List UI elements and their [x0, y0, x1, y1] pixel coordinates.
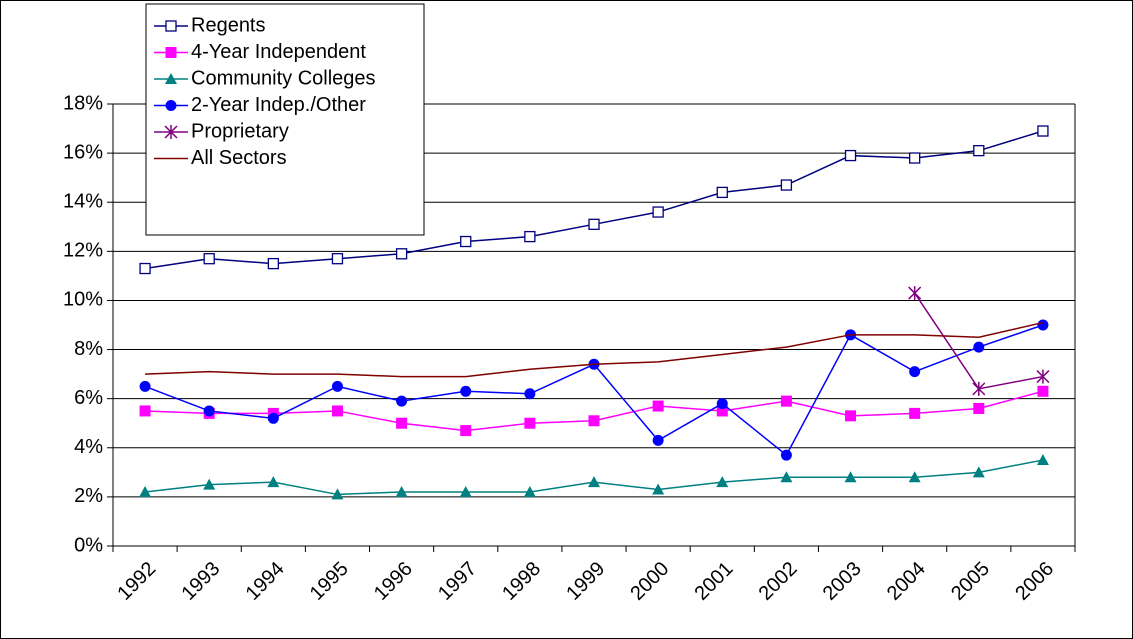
marker — [973, 402, 985, 414]
marker — [908, 286, 922, 301]
y-tick-label: 8% — [74, 338, 103, 360]
marker — [972, 466, 985, 478]
y-tick-label: 18% — [63, 92, 103, 114]
marker — [909, 366, 921, 378]
marker — [780, 471, 793, 483]
marker — [909, 407, 921, 419]
marker — [844, 471, 857, 483]
legend-label: Community Colleges — [191, 67, 376, 89]
marker — [780, 395, 792, 407]
marker — [165, 47, 177, 58]
marker — [139, 405, 151, 417]
legend-label: All Sectors — [191, 147, 287, 169]
series-line — [145, 321, 1044, 378]
marker — [267, 257, 279, 270]
marker — [459, 485, 472, 497]
y-tick-label: 16% — [63, 141, 103, 163]
y-tick-label: 14% — [63, 191, 103, 213]
marker — [203, 478, 216, 490]
marker — [331, 405, 343, 417]
marker — [716, 186, 728, 199]
legend-label: Proprietary — [191, 120, 289, 142]
marker — [331, 253, 344, 265]
marker — [139, 380, 151, 392]
marker — [972, 381, 986, 396]
marker — [652, 400, 664, 412]
marker — [1036, 454, 1049, 466]
marker — [165, 73, 177, 84]
marker — [716, 476, 729, 488]
marker — [1037, 125, 1049, 137]
marker — [908, 471, 921, 483]
marker — [164, 125, 178, 139]
marker — [845, 410, 857, 422]
marker — [165, 100, 177, 111]
marker — [524, 388, 536, 400]
y-tick-label: 6% — [74, 387, 103, 409]
marker — [588, 476, 600, 488]
marker — [524, 417, 536, 429]
marker — [588, 218, 600, 230]
marker — [203, 253, 215, 265]
marker — [395, 485, 408, 497]
y-tick-label: 10% — [63, 289, 103, 311]
marker — [460, 425, 472, 437]
y-tick-label: 4% — [74, 436, 103, 458]
marker — [780, 179, 793, 191]
marker — [844, 149, 857, 162]
marker — [331, 488, 344, 500]
marker — [909, 152, 921, 164]
marker — [1036, 369, 1050, 384]
marker — [780, 449, 792, 461]
marker — [588, 415, 600, 427]
legend-label: Regents — [191, 14, 266, 36]
marker — [652, 483, 665, 495]
marker — [524, 230, 536, 243]
marker — [267, 412, 279, 424]
marker — [460, 235, 472, 248]
marker — [396, 395, 408, 407]
marker — [331, 380, 343, 392]
marker — [396, 417, 408, 429]
marker — [652, 434, 664, 446]
legend-label: 4-Year Independent — [191, 41, 366, 63]
marker — [267, 476, 280, 488]
marker — [395, 248, 408, 260]
marker — [139, 262, 151, 275]
legend-label: 2-Year Indep./Other — [191, 94, 366, 116]
marker — [1037, 319, 1049, 331]
marker — [973, 145, 985, 157]
marker — [523, 485, 536, 497]
marker — [1037, 385, 1049, 397]
y-tick-label: 12% — [63, 240, 103, 262]
legend: Regents 4-Year Independent Community Colle… — [145, 3, 425, 236]
legend-box — [145, 3, 425, 236]
y-tick-label: 2% — [74, 485, 103, 507]
y-tick-label: 0% — [74, 534, 103, 556]
marker — [165, 20, 177, 32]
marker — [716, 398, 728, 410]
marker — [460, 385, 472, 397]
marker — [203, 405, 215, 417]
marker — [973, 341, 985, 353]
marker — [139, 485, 152, 497]
marker — [652, 206, 664, 218]
